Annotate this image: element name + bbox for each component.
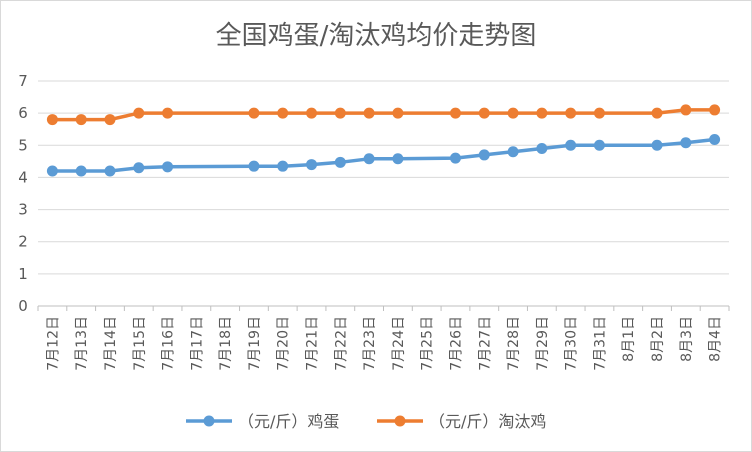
x-tick-label: 7月17日	[189, 316, 205, 371]
legend-marker-1	[203, 415, 215, 427]
x-tick-label: 7月19日	[247, 316, 263, 371]
data-point-1	[565, 139, 577, 151]
series-layer	[46, 104, 721, 177]
x-tick-label: 7月22日	[333, 316, 349, 371]
data-point-2	[334, 107, 346, 119]
data-point-1	[651, 139, 663, 151]
series-line-2	[50, 108, 717, 122]
legend: （元/斤）鸡蛋 （元/斤）淘汰鸡	[186, 412, 546, 431]
data-point-2	[46, 114, 58, 126]
chart-title: 全国鸡蛋/淘汰鸡均价走势图	[215, 21, 537, 51]
data-point-2	[363, 107, 375, 119]
x-tick-label: 7月30日	[564, 316, 580, 371]
y-tick-label: 2	[18, 233, 28, 251]
y-tick-label: 6	[18, 104, 28, 122]
data-point-2	[709, 104, 721, 116]
data-point-1	[75, 165, 87, 177]
axis-layer: 0 1 2 3 4 5 6 7 7月12日 7月13日 7月14日 7月15日 7月16日 7月17日 7月…	[18, 72, 730, 371]
x-tick-label: 7月21日	[305, 316, 321, 371]
data-point-1	[248, 160, 260, 172]
x-tick-label: 8月4日	[708, 316, 724, 362]
data-point-1	[334, 156, 346, 168]
data-point-2	[75, 114, 87, 126]
data-point-2	[507, 107, 519, 119]
data-point-2	[478, 107, 490, 119]
x-tick-label: 7月13日	[74, 316, 90, 371]
data-point-1	[709, 134, 721, 145]
data-point-2	[162, 107, 174, 119]
x-tick-label: 7月12日	[45, 316, 61, 371]
y-tick-label: 7	[18, 72, 28, 90]
x-tick-label: 7月23日	[362, 316, 378, 371]
x-tick-label: 7月15日	[132, 316, 148, 371]
x-tick-label: 7月20日	[276, 316, 292, 371]
data-point-1	[133, 162, 145, 174]
data-point-1	[478, 149, 490, 161]
legend-marker-2	[394, 415, 406, 427]
x-tick-label: 8月2日	[650, 316, 666, 362]
data-point-1	[277, 160, 289, 172]
data-point-2	[565, 107, 577, 119]
data-point-2	[133, 107, 145, 119]
y-tick-label: 4	[18, 168, 28, 186]
y-tick-label: 0	[18, 297, 28, 315]
x-tick-label: 7月28日	[506, 316, 522, 371]
series-line-1	[50, 137, 717, 173]
data-point-1	[392, 153, 404, 165]
data-point-1	[449, 152, 461, 164]
x-tick-label: 7月31日	[592, 316, 608, 371]
data-point-2	[536, 107, 548, 119]
data-point-2	[651, 107, 663, 119]
data-point-2	[306, 107, 318, 119]
data-point-2	[449, 107, 461, 119]
x-tick-label: 7月26日	[448, 316, 464, 371]
legend-label-1: （元/斤）鸡蛋	[238, 412, 339, 431]
y-tick-label: 3	[18, 201, 28, 219]
data-point-1	[162, 161, 174, 173]
x-tick-label: 7月16日	[161, 316, 177, 371]
data-point-2	[680, 104, 692, 116]
data-point-1	[507, 146, 519, 158]
x-tick-label: 8月1日	[621, 316, 637, 362]
data-point-1	[593, 139, 605, 151]
x-tick-label: 7月29日	[535, 316, 551, 371]
x-tick-label: 7月24日	[391, 316, 407, 371]
x-tick-label: 7月18日	[218, 316, 234, 371]
data-point-2	[248, 107, 260, 119]
data-point-1	[363, 153, 375, 165]
legend-label-2: （元/斤）淘汰鸡	[429, 412, 546, 431]
data-point-2	[392, 107, 404, 119]
x-tick-label: 7月14日	[103, 316, 119, 371]
x-tick-label: 7月25日	[420, 316, 436, 371]
x-tick-label: 8月3日	[679, 316, 695, 362]
y-tick-label: 1	[18, 265, 28, 283]
data-point-2	[277, 107, 289, 119]
data-point-1	[536, 143, 548, 154]
x-tick-label: 7月27日	[477, 316, 493, 371]
data-point-1	[680, 137, 692, 149]
data-point-1	[104, 165, 116, 177]
data-point-2	[593, 107, 605, 119]
data-point-1	[306, 159, 318, 171]
y-tick-label: 5	[18, 136, 28, 154]
data-point-1	[46, 165, 58, 177]
data-point-2	[104, 114, 116, 126]
